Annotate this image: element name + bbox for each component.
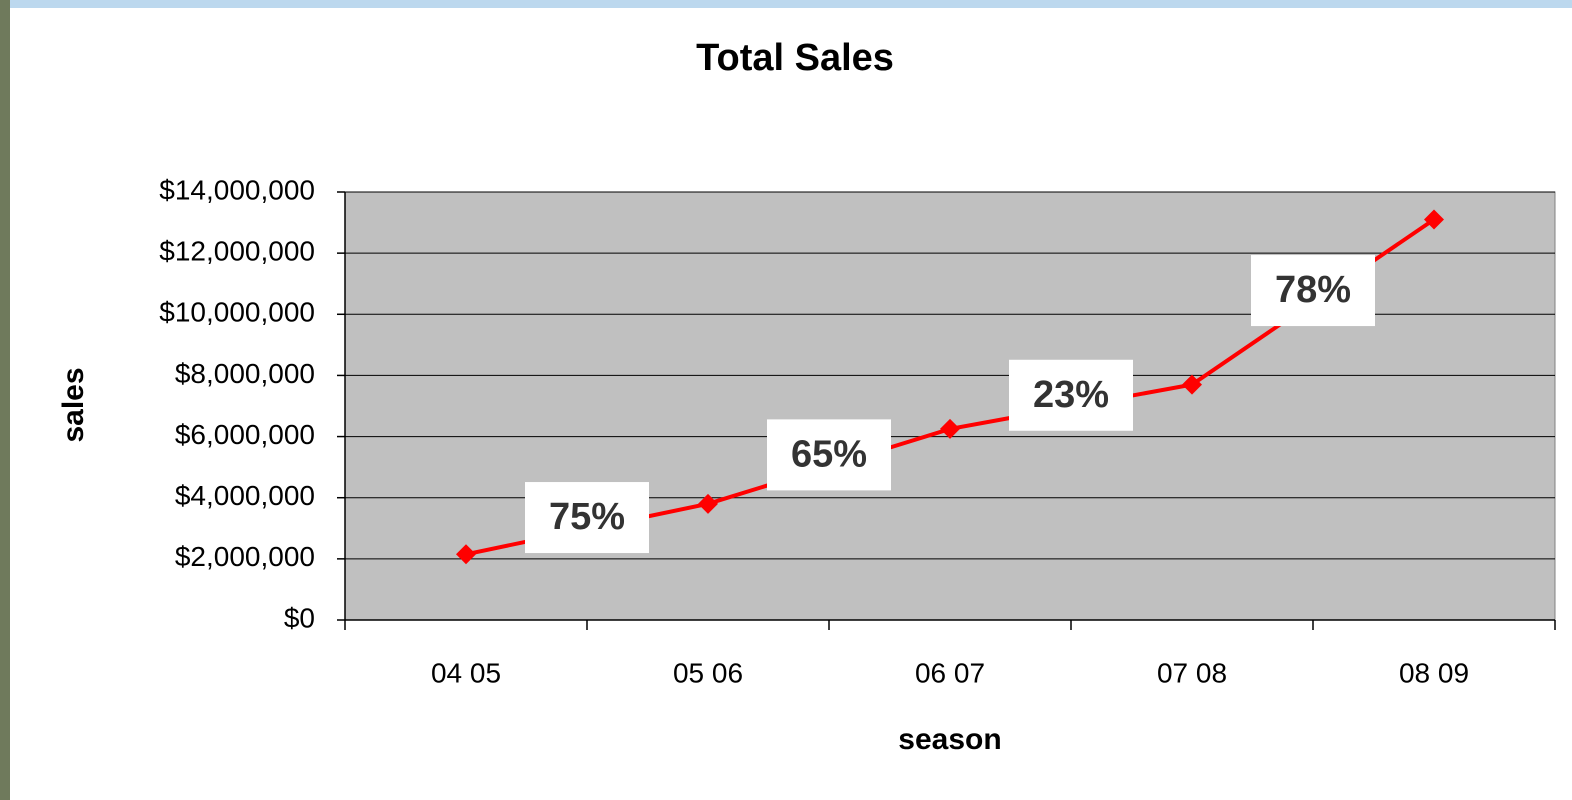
y-tick-label: $12,000,000 [159,236,315,267]
data-point [940,418,960,439]
y-tick-label: $0 [284,602,315,633]
data-point [456,544,476,565]
left-frame [0,0,10,800]
chart-title: Total Sales [696,37,894,79]
data-point [698,493,718,514]
y-axis-label: sales [57,367,90,442]
x-tick-label: 05 06 [673,657,743,688]
x-tick-label: 08 09 [1399,657,1469,688]
x-axis-label: season [898,723,1001,756]
annotation-box [525,482,649,554]
y-tick-label: $14,000,000 [159,174,315,205]
y-tick-label: $10,000,000 [159,297,315,328]
annotation: 65% [791,433,867,475]
y-tick-label: $8,000,000 [175,358,315,389]
annotation: 78% [1275,269,1351,311]
x-tick-label: 07 08 [1157,657,1227,688]
annotation-box [1009,359,1133,431]
y-tick-label: $6,000,000 [175,419,315,450]
data-point [1182,374,1202,395]
annotation-box [1251,255,1375,327]
x-tick-label: 04 05 [431,657,501,688]
y-tick-label: $2,000,000 [175,541,315,572]
annotation-box [767,419,891,491]
annotation: 23% [1033,374,1109,416]
x-tick-label: 06 07 [915,657,985,688]
data-point [1424,209,1444,230]
y-tick-label: $4,000,000 [175,480,315,511]
top-frame [0,0,1572,8]
annotation: 75% [549,496,625,538]
